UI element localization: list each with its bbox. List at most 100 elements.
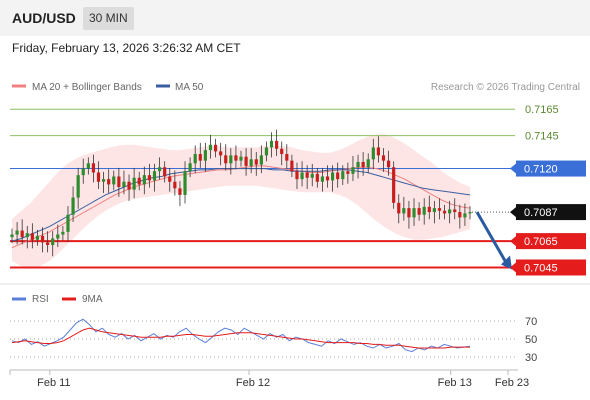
candle — [310, 163, 314, 187]
candle — [157, 157, 162, 180]
candle — [442, 204, 447, 220]
candle — [208, 134, 213, 159]
candle — [422, 198, 426, 225]
candle — [437, 198, 442, 220]
candle — [213, 138, 218, 158]
rsi-line — [11, 318, 471, 353]
candle — [290, 154, 294, 178]
candle — [51, 231, 55, 257]
candle — [30, 223, 34, 249]
candle — [163, 161, 167, 183]
candle — [219, 142, 223, 166]
candle — [10, 228, 14, 244]
candle — [178, 181, 182, 207]
candle — [381, 148, 386, 172]
level-label-resistance: 0.7165 — [525, 104, 559, 116]
ma50-legend-label: MA 50 — [175, 82, 204, 93]
candle — [392, 161, 396, 209]
level-box-pointer — [510, 236, 516, 247]
projection-arrowhead — [501, 255, 512, 270]
candle — [40, 227, 45, 253]
candle — [300, 161, 304, 187]
candle — [453, 198, 457, 220]
candles — [10, 129, 472, 257]
candle — [341, 165, 345, 186]
candle — [91, 154, 96, 183]
candle — [25, 225, 29, 249]
candle — [305, 165, 309, 189]
x-tick-label: Feb 13 — [438, 377, 472, 389]
candle — [361, 152, 365, 176]
candle — [320, 167, 325, 192]
candle — [463, 203, 467, 226]
candle — [371, 138, 375, 170]
candle — [188, 157, 192, 178]
projection-arrow — [475, 211, 512, 270]
candle — [239, 150, 243, 167]
candle — [35, 229, 40, 246]
x-tick-label: Feb 23 — [495, 377, 529, 389]
candle — [275, 129, 279, 157]
rsi-panel: 70 50 30 — [10, 316, 537, 364]
candle — [427, 195, 431, 220]
candle — [254, 152, 258, 176]
candle — [198, 142, 202, 168]
candle — [402, 196, 406, 221]
candle — [458, 204, 462, 229]
candle — [61, 225, 65, 241]
rsi-tick-label: 30 — [525, 352, 537, 364]
level-label-support: 0.7045 — [524, 262, 558, 274]
candle — [102, 171, 106, 193]
level-labels: 0.7165 0.7145 0.7120 0.7087 0.7065 0.7045 — [510, 104, 586, 276]
candle — [173, 170, 177, 196]
candle — [224, 144, 228, 171]
projection-arrow-shaft — [475, 211, 508, 264]
rsi-tick-label: 50 — [525, 334, 537, 346]
candle — [132, 167, 136, 199]
candle — [295, 162, 299, 189]
candle — [407, 200, 411, 229]
candle — [351, 156, 355, 182]
candle — [183, 161, 187, 204]
candle — [81, 158, 85, 184]
candle — [46, 231, 50, 253]
top-bar: AUD/USD 30 MIN — [0, 0, 590, 36]
candle — [66, 206, 70, 242]
candle — [397, 194, 401, 224]
candle — [15, 221, 19, 245]
candle — [448, 200, 452, 224]
candle — [366, 153, 370, 174]
candle — [20, 219, 24, 245]
candle — [86, 157, 90, 175]
level-box-last — [516, 204, 586, 221]
level-box-pointer — [510, 262, 516, 273]
timeframe-badge[interactable]: 30 MIN — [83, 7, 134, 30]
candle — [122, 170, 126, 195]
candle — [71, 186, 75, 222]
candle — [264, 141, 269, 162]
x-tick-label: Feb 12 — [236, 377, 270, 389]
candle — [168, 167, 172, 192]
x-tick-label: Feb 11 — [37, 377, 70, 389]
level-label-pivot: 0.7120 — [524, 164, 558, 176]
candle — [249, 148, 253, 174]
candle — [142, 166, 146, 195]
level-label-support: 0.7065 — [524, 236, 558, 248]
rsi-tick-label: 70 — [525, 316, 537, 328]
candle — [76, 167, 80, 209]
level-box-support — [516, 259, 586, 276]
candle — [147, 163, 151, 188]
candle — [107, 169, 111, 193]
x-axis: Feb 11 Feb 12 Feb 13 Feb 23 — [9, 370, 529, 389]
ma20-legend-label: MA 20 + Bollinger Bands — [32, 82, 142, 93]
candle — [412, 198, 416, 226]
level-box-pointer — [510, 207, 516, 218]
candle — [203, 142, 207, 172]
level-box-support — [516, 233, 586, 250]
candle — [280, 141, 284, 166]
candle — [269, 132, 274, 158]
candle — [56, 224, 60, 248]
candle — [234, 145, 238, 170]
candle — [96, 161, 101, 189]
